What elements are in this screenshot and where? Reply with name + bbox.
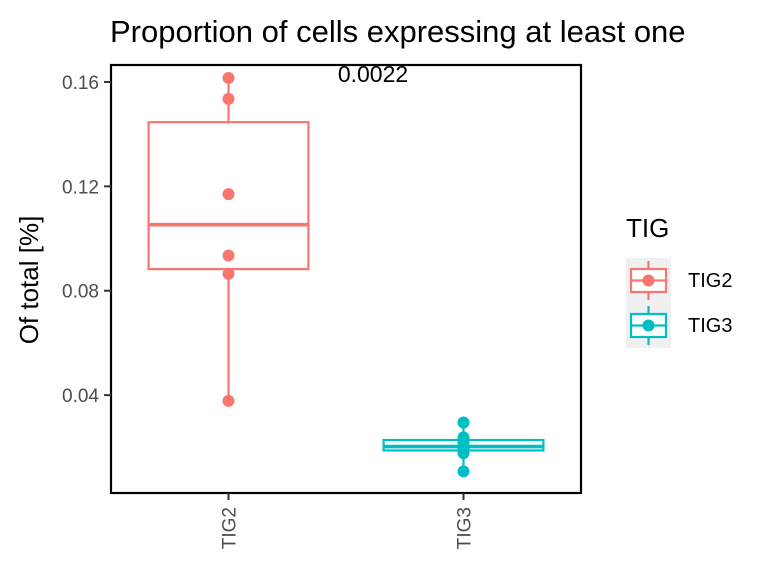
legend-entry-tig3: TIG3 [626, 303, 732, 348]
data-point [457, 447, 470, 460]
y-axis: 0.04 0.08 0.12 0.16 [62, 73, 111, 407]
data-point [222, 188, 235, 201]
legend-key-point [642, 319, 655, 332]
data-point [457, 465, 470, 478]
legend: TIG TIG2 TIG3 [626, 213, 732, 348]
data-point [222, 72, 235, 85]
legend-label: TIG3 [688, 315, 732, 337]
legend-key-point [642, 274, 655, 287]
legend-label: TIG2 [688, 270, 732, 292]
data-point [222, 267, 235, 280]
legend-title: TIG [626, 213, 669, 243]
plot-area [147, 72, 545, 478]
y-axis-title: Of total [%] [14, 216, 44, 345]
data-point [222, 394, 235, 407]
legend-entries: TIG2 TIG3 [626, 258, 732, 348]
x-axis: TIG2 TIG3 [220, 493, 476, 549]
y-tick-label: 0.08 [62, 282, 99, 303]
x-tick-label: TIG3 [455, 507, 476, 549]
y-tick-label: 0.12 [62, 177, 99, 198]
data-point [222, 249, 235, 262]
data-point [457, 416, 470, 429]
chart-title: Proportion of cells expressing at least … [110, 14, 686, 49]
box-group-tig3 [382, 416, 545, 478]
y-tick-label: 0.04 [62, 386, 99, 407]
plot-border [109, 63, 583, 495]
box-group-tig2 [147, 72, 310, 407]
legend-entry-tig2: TIG2 [626, 258, 732, 303]
significance-annotation: 0.0022 [338, 61, 408, 87]
data-point [222, 92, 235, 105]
x-tick-label: TIG2 [220, 507, 241, 549]
y-tick-label: 0.16 [62, 73, 99, 94]
